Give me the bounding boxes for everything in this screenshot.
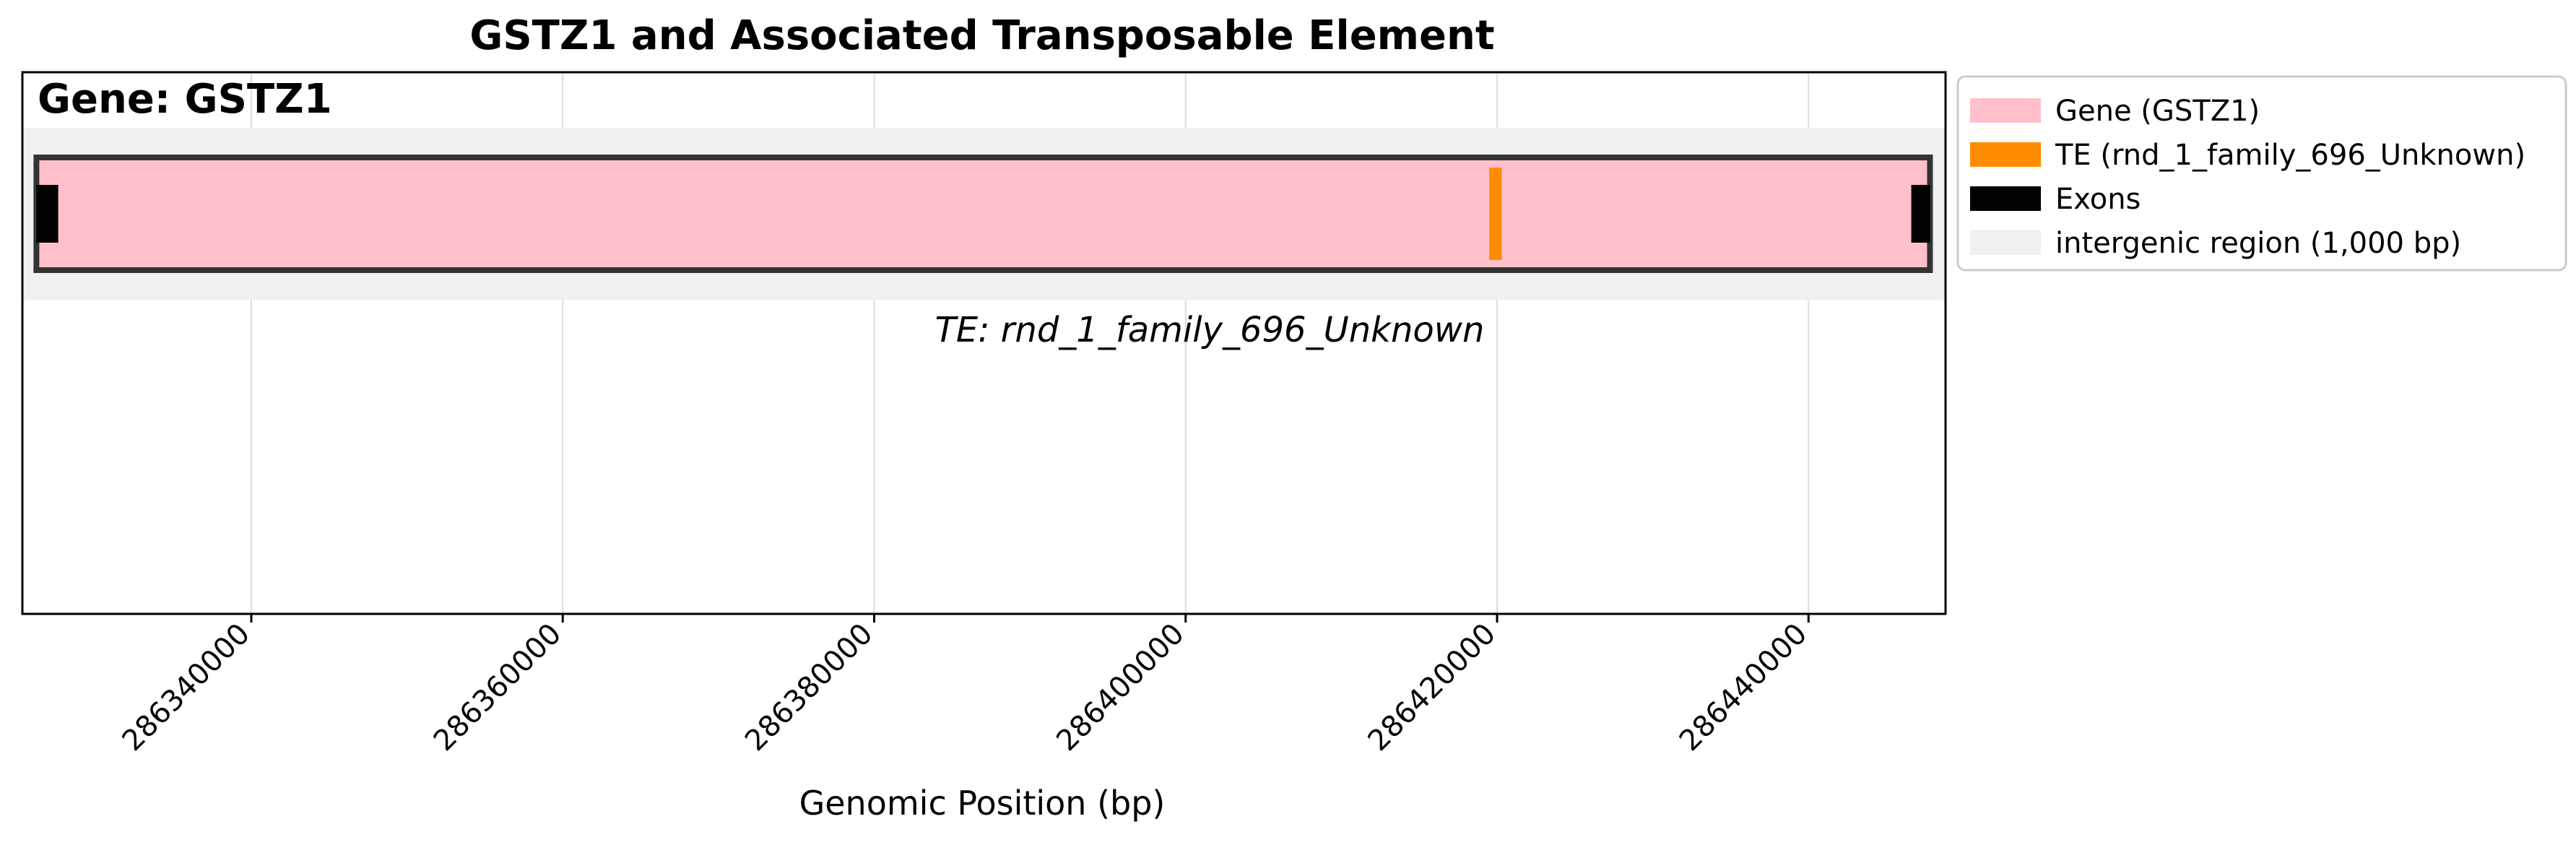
plot-frame <box>21 71 1947 615</box>
gene-body <box>33 155 1933 273</box>
exon-1 <box>36 185 58 243</box>
te-bar <box>1489 168 1502 260</box>
exon-2 <box>1911 185 1930 243</box>
x-axis-label: Genomic Position (bp) <box>799 784 1166 823</box>
legend-swatch-1 <box>1970 98 2041 123</box>
legend-label: Gene (GSTZ1) <box>2055 95 2260 128</box>
legend-swatch-4 <box>1970 230 2041 255</box>
legend-label: TE (rnd_1_family_696_Unknown) <box>2055 139 2525 172</box>
legend: Gene (GSTZ1) TE (rnd_1_family_696_Unknown… <box>1956 75 2567 272</box>
gene-track <box>33 155 1933 273</box>
legend-label: Exons <box>2055 183 2141 216</box>
legend-frame <box>1956 75 2567 272</box>
te-label: TE: rnd_1_family_696_Unknown <box>935 310 1485 350</box>
chart-title: GSTZ1 and Associated Transposable Elemen… <box>469 12 1494 59</box>
legend-swatch-3 <box>1970 186 2041 211</box>
panel-title: Gene: GSTZ1 <box>38 76 332 123</box>
legend-label: intergenic region (1,000 bp) <box>2055 227 2461 260</box>
legend-swatch-2 <box>1970 142 2041 167</box>
